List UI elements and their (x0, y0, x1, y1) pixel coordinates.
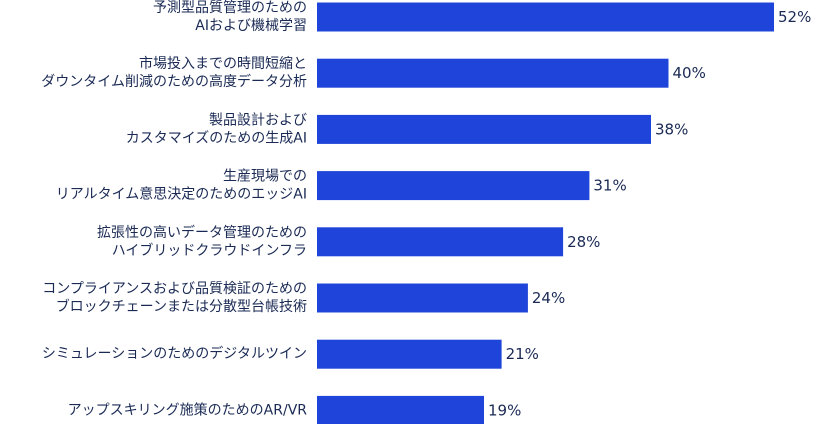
bar-4 (317, 171, 590, 201)
bar-6 (317, 283, 528, 313)
category-label-3-line-2: カスタマイズのための生成AI (126, 130, 307, 146)
category-label-7-line-1: シミュレーションのためのデジタルツイン (42, 345, 307, 362)
value-label-4: 31% (593, 177, 626, 195)
category-label-4-line-2: リアルタイム意思決定のためのエッジAI (56, 186, 307, 203)
value-label-5: 28% (567, 233, 600, 251)
category-label-5-line-1: 拡張性の高いデータ管理のための (97, 224, 307, 241)
bar-3 (317, 114, 651, 144)
value-label-1: 52% (778, 8, 811, 26)
value-label-6: 24% (532, 289, 565, 307)
category-label-5-line-2: ハイブリッドクラウドインフラ (112, 242, 307, 259)
bar-8 (317, 395, 484, 424)
category-label-3-line-1: 製品設計および (209, 112, 307, 128)
bar-7 (317, 339, 502, 369)
category-label-1-line-1: 予測型品質管理のための (153, 0, 307, 16)
value-label-8: 19% (488, 401, 521, 419)
category-label-2-line-2: ダウンタイム削減のための高度データ分析 (41, 73, 307, 90)
bar-1 (317, 2, 774, 32)
category-label-2-line-1: 市場投入までの時間短縮と (139, 55, 307, 72)
value-label-7: 21% (506, 345, 539, 363)
value-label-3: 38% (655, 120, 688, 138)
value-label-2: 40% (673, 64, 706, 82)
bar-2 (317, 58, 669, 88)
category-label-8-line-1: アップスキリング施策のためのAR/VR (68, 401, 308, 418)
category-label-4-line-1: 生産現場での (223, 169, 307, 185)
bar-5 (317, 227, 564, 257)
category-label-6-line-1: コンプライアンスおよび品質検証のための (42, 281, 307, 297)
category-label-6-line-2: ブロックチェーンまたは分散型台帳技術 (56, 298, 307, 315)
category-label-1-line-2: AIおよび機械学習 (195, 18, 307, 34)
